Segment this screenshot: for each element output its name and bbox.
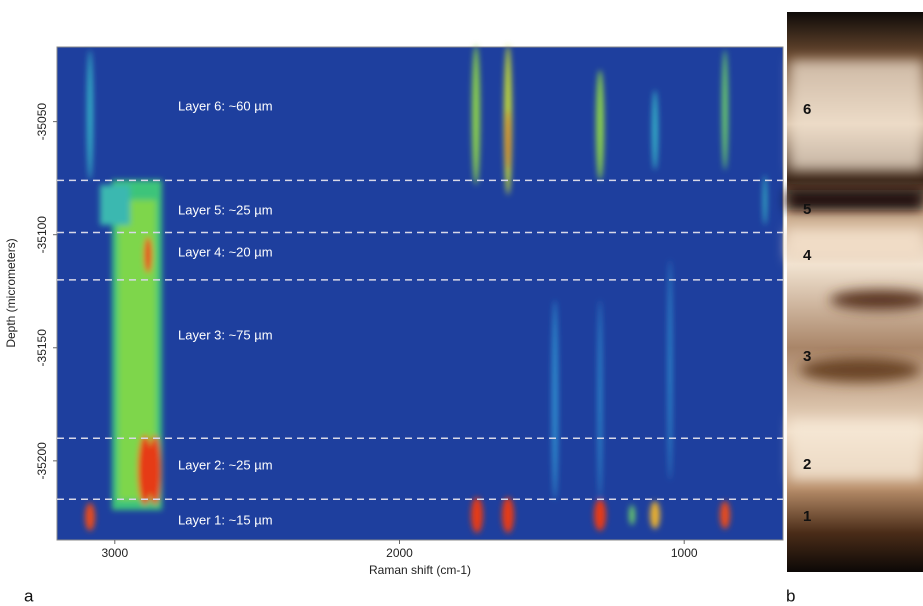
photo-layer-number: 2 (803, 456, 811, 473)
x-tick-label: 1000 (671, 546, 698, 560)
figure: Raman shift (cm-1) Depth (micrometers) 3… (0, 0, 923, 606)
y-tick-label: -35150 (35, 329, 49, 367)
y-axis-label: Depth (micrometers) (4, 238, 18, 347)
x-tick-label: 3000 (101, 546, 128, 560)
photo-layer-number: 5 (803, 201, 811, 218)
layer-annotation: Layer 3: ~75 µm (178, 327, 273, 342)
y-tick-label: -35050 (35, 103, 49, 141)
heatmap (57, 45, 783, 540)
photo-layer-number: 3 (803, 348, 811, 365)
photo (787, 12, 923, 572)
photo-layer-number: 1 (803, 508, 811, 525)
layer-annotation: Layer 5: ~25 µm (178, 202, 273, 217)
x-axis-label: Raman shift (cm-1) (369, 563, 471, 577)
x-tick-label: 2000 (386, 546, 413, 560)
layer-annotation: Layer 6: ~60 µm (178, 98, 273, 113)
photo-layer-number: 4 (803, 247, 812, 264)
layer-annotation: Layer 4: ~20 µm (178, 244, 273, 259)
photo-layer-number: 6 (803, 101, 811, 118)
layer-annotation: Layer 1: ~15 µm (178, 512, 273, 527)
layer-annotation: Layer 2: ~25 µm (178, 457, 273, 472)
panel-label: b (786, 586, 795, 605)
y-tick-label: -35100 (35, 216, 49, 254)
y-tick-label: -35200 (35, 442, 49, 480)
panel-label: a (24, 586, 34, 605)
